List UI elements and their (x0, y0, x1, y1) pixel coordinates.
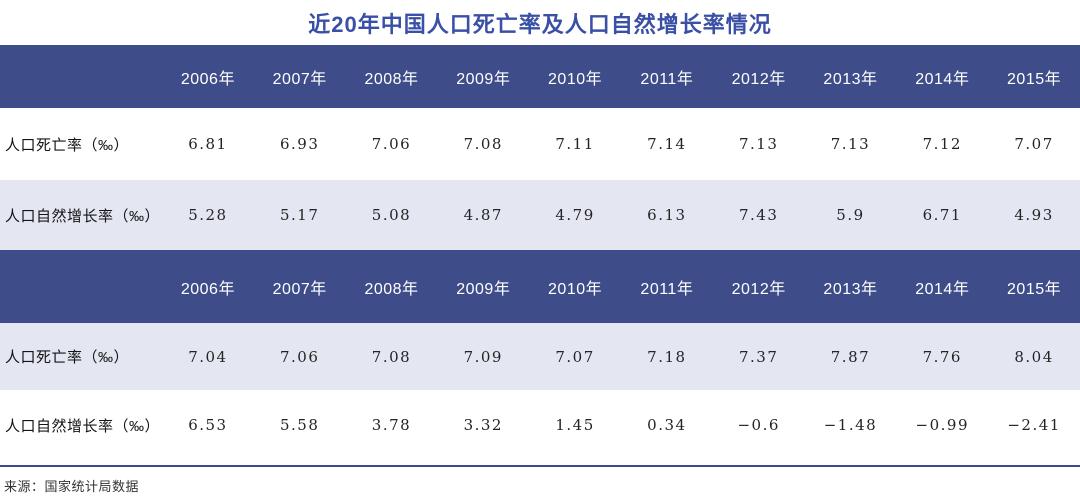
year-header-cell: 2006年 (162, 45, 254, 108)
year-header-cell: 2009年 (437, 250, 530, 323)
data-source-note: 来源：国家统计局数据 (4, 479, 140, 494)
value-cell: 7.13 (738, 135, 779, 153)
value-cell: 7.18 (620, 323, 713, 390)
value-cell: 7.11 (555, 135, 595, 153)
table1-year-header-row: 2006年 2007年 2008年 2009年 2010年 2011年 2012… (0, 45, 1080, 108)
statistics-table: 2006年 2007年 2008年 2009年 2010年 2011年 2012… (0, 45, 1080, 460)
value-cell: 7.13 (830, 135, 871, 153)
value-cell: 7.08 (463, 135, 503, 153)
value-cell: 5.9 (804, 180, 897, 250)
table2-growth-rate-row: 人口自然增长率（‰） 6.53 5.58 3.78 3.32 1.45 0.34… (0, 390, 1080, 460)
value-cell: 6.81 (188, 135, 228, 153)
value-cell: 3.78 (371, 416, 412, 434)
year-header-cell: 2012年 (712, 45, 805, 108)
value-cell: 7.76 (896, 323, 989, 390)
year-header-cell: 2013年 (804, 250, 897, 323)
value-cell: 5.28 (162, 180, 254, 250)
year-header-cell: 2006年 (162, 250, 254, 323)
table2-death-rate-row: 人口死亡率（‰） 7.04 7.06 7.08 7.09 7.07 7.18 7… (0, 323, 1080, 390)
value-cell: 5.17 (253, 180, 346, 250)
row-label: 人口死亡率（‰） (0, 323, 162, 390)
table1-death-rate-row: 人口死亡率（‰） 6.81 6.93 7.06 7.08 7.11 7.14 7… (0, 108, 1080, 180)
year-header-cell: 2010年 (529, 250, 621, 323)
value-cell: 6.53 (188, 416, 228, 434)
value-cell: −0.6 (737, 416, 780, 434)
value-cell: 7.12 (922, 135, 962, 153)
value-cell: 4.93 (988, 180, 1080, 250)
page-title: 近20年中国人口死亡率及人口自然增长率情况 (308, 11, 772, 37)
value-cell: −0.99 (915, 416, 969, 434)
value-cell: 3.32 (463, 416, 503, 434)
row-label: 人口自然增长率（‰） (0, 180, 162, 250)
value-cell: 8.04 (988, 323, 1080, 390)
table2-year-header-row: 2006年 2007年 2008年 2009年 2010年 2011年 2012… (0, 250, 1080, 323)
value-cell: 4.79 (529, 180, 621, 250)
value-cell: −2.41 (1007, 416, 1061, 434)
value-cell: 4.87 (437, 180, 530, 250)
value-cell: 5.08 (345, 180, 438, 250)
year-header-cell: 2013年 (804, 45, 897, 108)
table2-header-empty-cell (0, 250, 162, 323)
year-header-cell: 2008年 (345, 250, 438, 323)
year-header-cell: 2015年 (988, 250, 1080, 323)
value-cell: 7.07 (1014, 135, 1054, 153)
value-cell: 7.04 (162, 323, 254, 390)
value-cell: 7.37 (712, 323, 805, 390)
year-header-cell: 2014年 (896, 250, 989, 323)
value-cell: 7.07 (529, 323, 621, 390)
year-header-cell: 2014年 (896, 45, 989, 108)
year-header-cell: 2011年 (620, 45, 713, 108)
year-header-cell: 2007年 (253, 250, 346, 323)
year-header-cell: 2015年 (988, 45, 1080, 108)
value-cell: 7.06 (371, 135, 412, 153)
year-header-cell: 2012年 (712, 250, 805, 323)
value-cell: 7.06 (253, 323, 346, 390)
value-cell: 6.93 (279, 135, 320, 153)
year-header-cell: 2009年 (437, 45, 530, 108)
row-label: 人口自然增长率（‰） (5, 417, 161, 435)
value-cell: 1.45 (555, 416, 595, 434)
value-cell: 7.08 (345, 323, 438, 390)
value-cell: −1.48 (823, 416, 878, 434)
row-label: 人口死亡率（‰） (5, 136, 130, 154)
value-cell: 0.34 (647, 416, 687, 434)
value-cell: 7.14 (647, 135, 687, 153)
table1-growth-rate-row: 人口自然增长率（‰） 5.28 5.17 5.08 4.87 4.79 6.13… (0, 180, 1080, 250)
value-cell: 6.13 (620, 180, 713, 250)
year-header-cell: 2008年 (345, 45, 438, 108)
year-header-cell: 2007年 (253, 45, 346, 108)
year-header-cell: 2010年 (529, 45, 621, 108)
table1-header-empty-cell (0, 45, 162, 108)
value-cell: 7.43 (712, 180, 805, 250)
value-cell: 5.58 (279, 416, 320, 434)
value-cell: 7.09 (437, 323, 530, 390)
value-cell: 6.71 (896, 180, 989, 250)
value-cell: 7.87 (804, 323, 897, 390)
year-header-cell: 2011年 (620, 250, 713, 323)
footer-divider-line (0, 465, 1080, 467)
